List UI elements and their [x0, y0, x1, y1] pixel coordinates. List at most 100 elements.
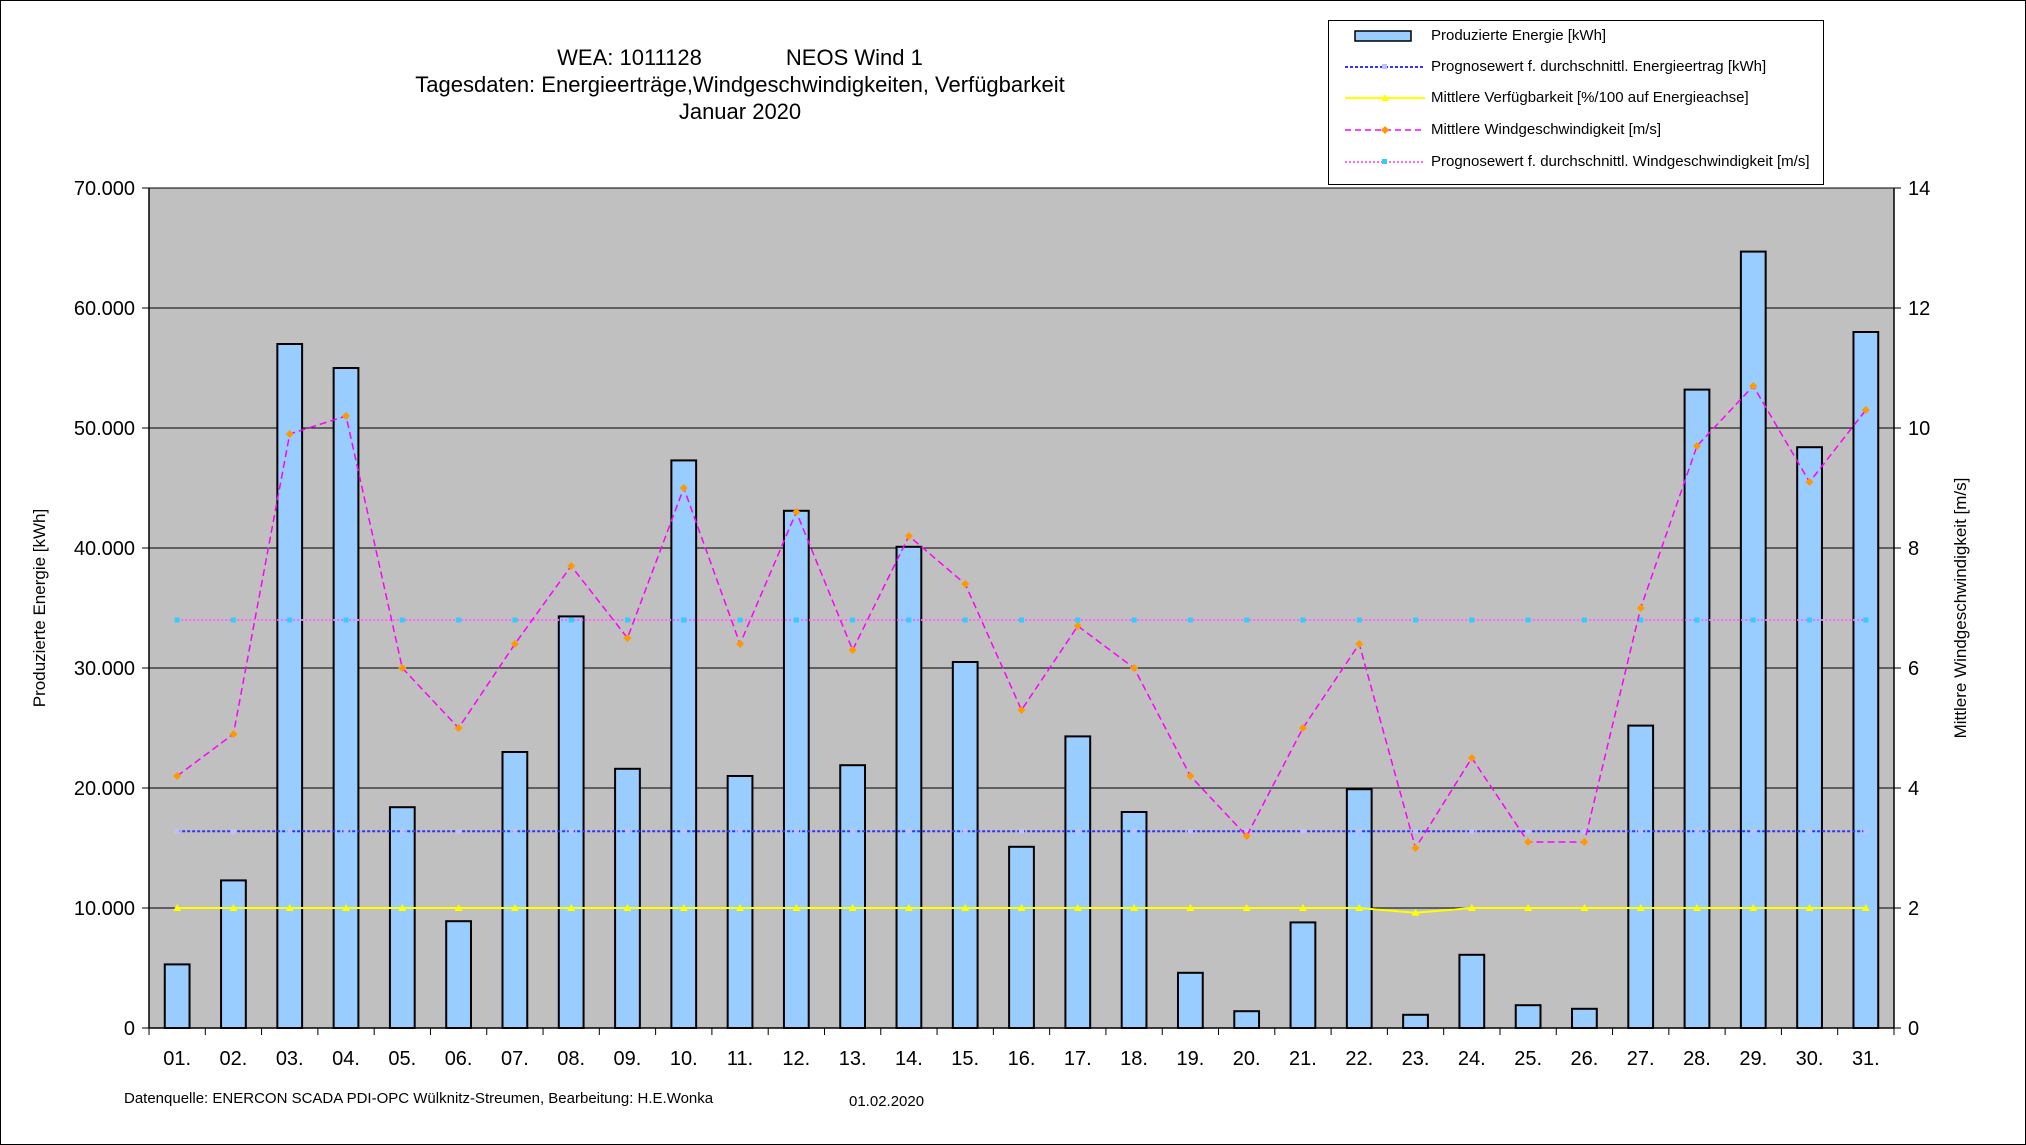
point-energy-forecast: [399, 828, 405, 834]
bar: [726, 775, 754, 1029]
point-wind-forecast: [399, 617, 405, 623]
point-wind-forecast: [1581, 617, 1587, 623]
point-energy-forecast: [850, 828, 856, 834]
point-availability: [1467, 904, 1476, 911]
point-wind-speed: [1749, 382, 1758, 390]
point-wind-forecast: [962, 617, 968, 623]
point-availability: [1186, 904, 1195, 911]
point-wind-speed: [173, 772, 182, 780]
point-wind-speed: [1355, 640, 1364, 648]
x-tick-label: 24.: [1458, 1048, 1486, 1070]
point-availability: [848, 904, 857, 911]
point-availability: [1073, 904, 1082, 911]
legend-label-availability: Mittlere Verfügbarkeit [%/100 auf Energi…: [1431, 89, 1749, 106]
point-energy-forecast: [1356, 828, 1362, 834]
x-tick-label: 21.: [1289, 1048, 1317, 1070]
y-right-tick-label: 8: [1908, 538, 1919, 560]
point-wind-forecast: [681, 617, 687, 623]
point-wind-forecast: [1469, 617, 1475, 623]
legend-item-availability: Mittlere Verfügbarkeit [%/100 auf Energi…: [1329, 85, 1823, 111]
bar: [1176, 971, 1204, 1029]
point-wind-speed: [792, 508, 801, 516]
point-energy-forecast: [1750, 828, 1756, 834]
point-wind-forecast: [1356, 617, 1362, 623]
x-tick-label: 12.: [782, 1048, 810, 1070]
point-availability: [229, 904, 238, 911]
point-wind-speed: [1805, 478, 1814, 486]
point-wind-forecast: [624, 617, 630, 623]
bar: [163, 963, 191, 1030]
point-availability: [454, 904, 463, 911]
point-wind-speed: [1636, 604, 1645, 612]
point-energy-forecast: [681, 828, 687, 834]
y-tick-label: 20.000: [74, 778, 135, 800]
point-energy-forecast: [793, 828, 799, 834]
point-wind-forecast: [174, 617, 180, 623]
legend-swatch-energy-forecast-icon: [1345, 64, 1425, 69]
legend-item-energy-forecast: Prognosewert f. durchschnittl. Energieer…: [1329, 54, 1823, 80]
point-availability: [1298, 904, 1307, 911]
y-right-tick-label: 14: [1908, 178, 1930, 200]
bar: [445, 920, 472, 1030]
point-energy-forecast: [512, 828, 518, 834]
point-availability: [623, 904, 632, 911]
x-tick-label: 09.: [614, 1048, 642, 1070]
point-wind-forecast: [287, 617, 293, 623]
point-energy-forecast: [962, 828, 968, 834]
point-availability: [510, 904, 519, 911]
x-tick-label: 10.: [670, 1048, 698, 1070]
legend-item-wind-forecast: Prognosewert f. durchschnittl. Windgesch…: [1329, 149, 1823, 175]
chart-title-line2: Tagesdaten: Energieerträge,Windgeschwind…: [415, 72, 1065, 97]
x-tick-label: 15.: [951, 1048, 979, 1070]
x-tick-label: 05.: [388, 1048, 416, 1070]
point-wind-forecast: [1244, 617, 1250, 623]
point-wind-forecast: [1131, 617, 1137, 623]
bar: [1120, 811, 1148, 1029]
bar: [782, 509, 810, 1029]
x-tick-label: 22.: [1345, 1048, 1373, 1070]
x-tick-label: 19.: [1176, 1048, 1204, 1070]
point-energy-forecast: [287, 828, 293, 834]
point-availability: [792, 904, 801, 911]
point-availability: [1524, 904, 1533, 911]
point-availability: [1130, 904, 1139, 911]
point-availability: [398, 904, 407, 911]
x-tick-label: 25.: [1514, 1048, 1542, 1070]
y-right-tick-label: 12: [1908, 298, 1930, 320]
x-tick-label: 17.: [1064, 1048, 1092, 1070]
point-energy-forecast: [1863, 828, 1869, 834]
point-wind-forecast: [1075, 617, 1081, 623]
point-availability: [1692, 904, 1701, 911]
y-right-tick-label: 6: [1908, 658, 1919, 680]
point-energy-forecast: [1300, 828, 1306, 834]
point-wind-speed: [1524, 838, 1533, 846]
point-wind-speed: [1186, 772, 1195, 780]
x-tick-label: 27.: [1627, 1048, 1655, 1070]
y-tick-label: 50.000: [74, 418, 135, 440]
point-wind-forecast: [343, 617, 349, 623]
bar: [1289, 921, 1317, 1030]
y-tick-label: 10.000: [74, 898, 135, 920]
point-wind-speed: [1692, 442, 1701, 450]
point-wind-forecast: [737, 617, 743, 623]
point-wind-speed: [1298, 724, 1307, 732]
point-availability: [567, 904, 576, 911]
chart-legend: Produzierte Energie [kWh] Prognosewert f…: [1328, 20, 1824, 185]
y-right-axis-title: Mittlere Windgeschwindigkeit [m/s]: [1951, 478, 1970, 739]
bar: [501, 751, 529, 1029]
point-energy-forecast: [1244, 828, 1250, 834]
point-energy-forecast: [568, 828, 574, 834]
legend-label-wind: Mittlere Windgeschwindigkeit [m/s]: [1431, 121, 1662, 138]
point-wind-speed: [285, 430, 294, 438]
x-tick-label: 06.: [445, 1048, 473, 1070]
bar: [1008, 845, 1035, 1029]
point-energy-forecast: [737, 828, 743, 834]
y-right-tick-label: 4: [1908, 778, 1919, 800]
point-wind-forecast: [456, 617, 462, 623]
point-energy-forecast: [1131, 828, 1137, 834]
x-tick-label: 26.: [1570, 1048, 1598, 1070]
point-wind-speed: [848, 646, 857, 654]
chart-title-wea: WEA: 1011128: [557, 45, 702, 70]
bar: [951, 661, 979, 1029]
